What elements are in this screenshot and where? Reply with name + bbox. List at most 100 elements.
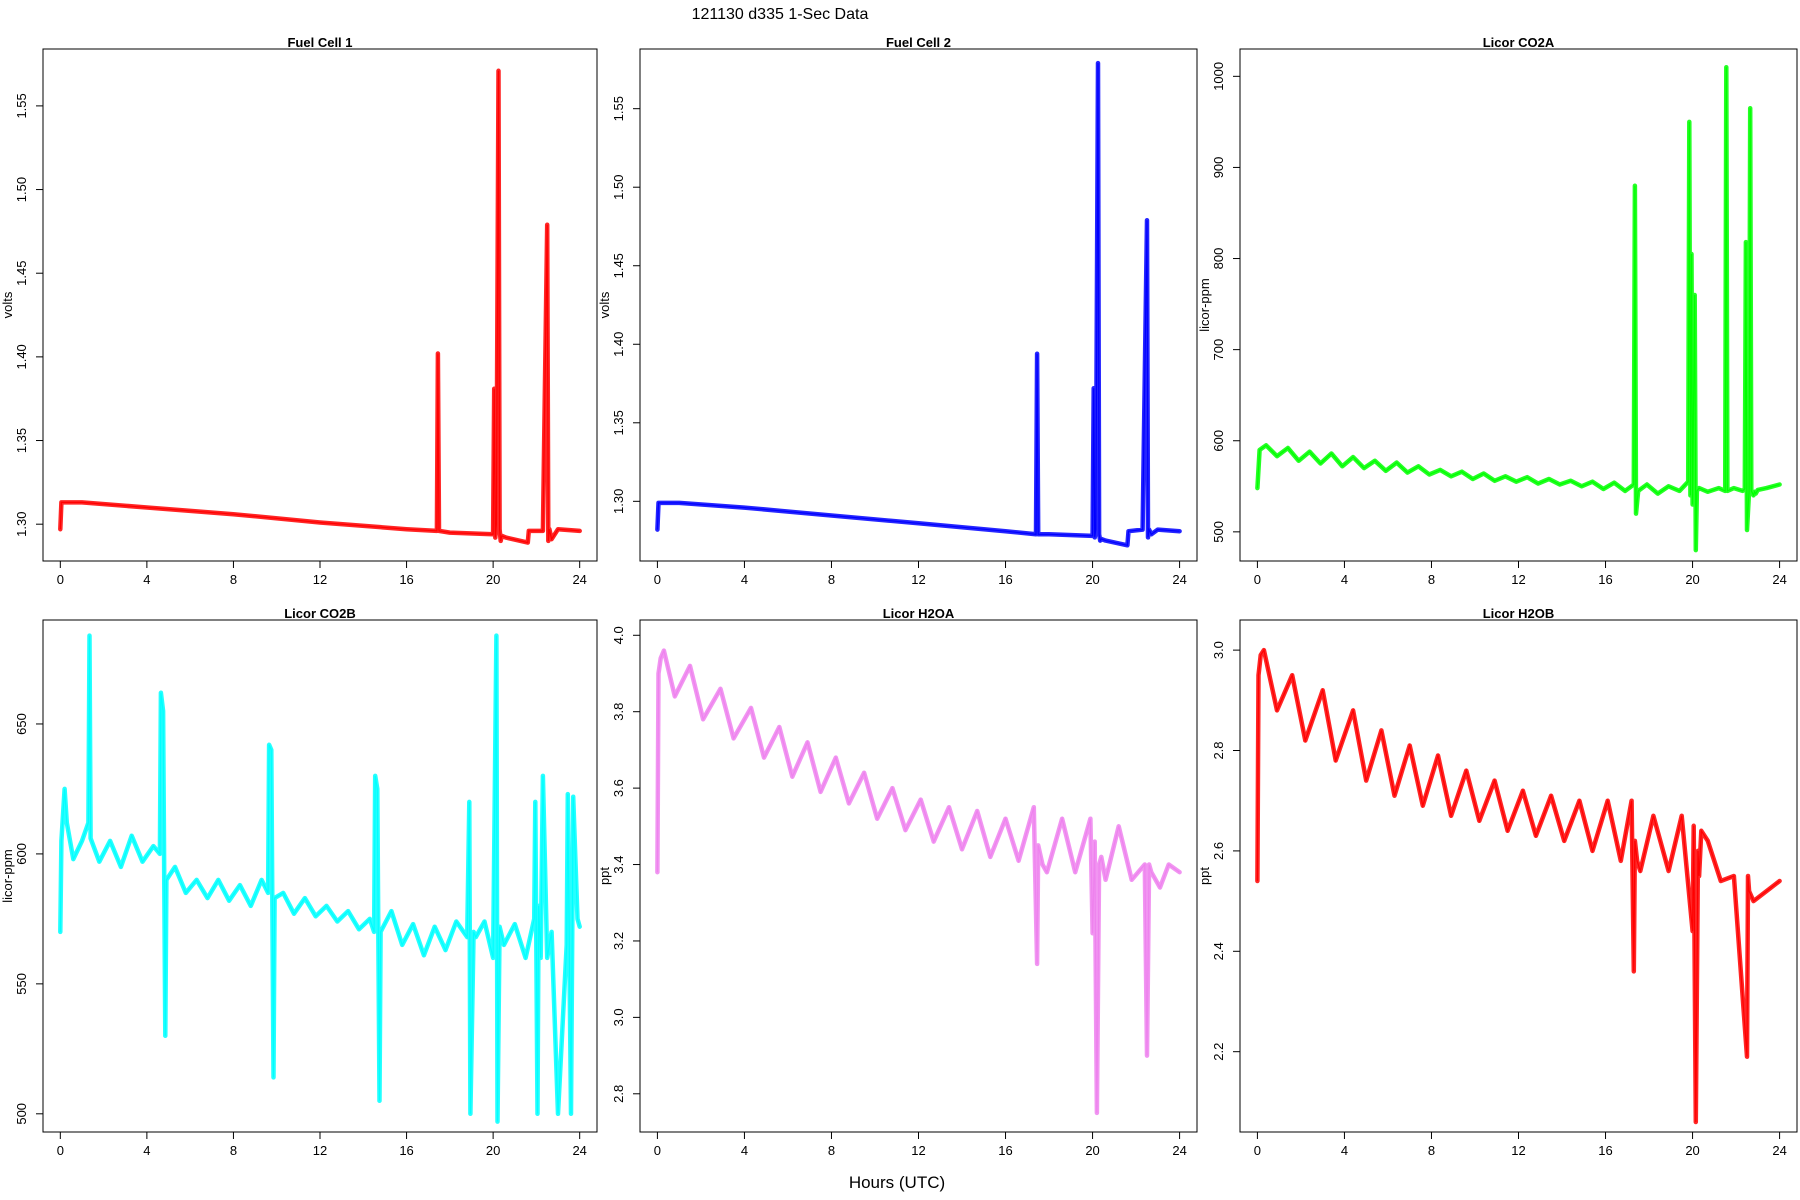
x-tick-label: 8 [1428,1143,1435,1158]
panel-title: Licor H2OB [1483,606,1555,621]
y-tick-label: 2.8 [1211,741,1226,759]
series-line [656,648,1180,1113]
x-tick-label: 12 [1511,572,1525,587]
y-tick-label: 500 [14,1103,29,1125]
y-tick-label: 900 [1211,157,1226,179]
x-tick-label: 0 [1254,1143,1261,1158]
y-tick-label: 550 [14,973,29,995]
y-tick-label: 2.6 [1211,842,1226,860]
series-line [656,63,1180,547]
y-tick-label: 1.45 [14,261,29,286]
y-tick-label: 3.4 [611,855,626,873]
x-tick-label: 24 [572,1143,586,1158]
panel-title: Fuel Cell 2 [886,35,951,50]
y-tick-label: 800 [1211,248,1226,270]
panel-title: Fuel Cell 1 [287,35,352,50]
panel-2: Fuel Cell 2 volts 0 4 8 12 16 20 24 1.30 1.35 1.40 1… [597,35,1198,587]
x-tick-label: 24 [1772,1143,1786,1158]
x-tick-label: 12 [313,1143,327,1158]
panel-3: Licor CO2A licor-ppm 0 4 8 12 16 20 24 500 600 700 8… [1197,35,1798,587]
plot-frame [639,48,1198,562]
x-tick-label: 24 [1172,1143,1186,1158]
x-axis-label: Hours (UTC) [849,1173,945,1192]
x-tick-label: 0 [1254,572,1261,587]
y-tick-label: 1.55 [14,93,29,118]
x-tick-label: 20 [1685,572,1699,587]
panel-title: Licor CO2B [284,606,356,621]
y-tick-label: 1.30 [14,512,29,537]
y-tick-label: 700 [1211,339,1226,361]
y-tick-label: 1.45 [611,253,626,278]
x-tick-label: 4 [741,572,748,587]
y-axis-label: volts [0,291,15,318]
x-tick-label: 24 [1172,572,1186,587]
series-band [655,60,1182,548]
x-tick-label: 20 [486,1143,500,1158]
y-tick-label: 3.0 [1211,641,1226,659]
y-axis-label: ppt [1197,867,1212,885]
x-tick-label: 20 [486,572,500,587]
series-line [1256,67,1780,551]
x-tick-label: 4 [741,1143,748,1158]
series-band [58,68,582,545]
x-tick-label: 4 [1341,1143,1348,1158]
x-tick-label: 0 [57,1143,64,1158]
panel-5: Licor H2OA ppt 0 4 8 12 16 20 24 2.8 3.0 3.2 3.4 3.6 3… [597,606,1198,1158]
y-tick-label: 1.55 [611,96,626,121]
x-tick-label: 0 [654,1143,661,1158]
y-tick-label: 500 [1211,521,1226,543]
x-tick-label: 16 [998,1143,1012,1158]
x-tick-label: 20 [1085,572,1099,587]
y-tick-label: 1.40 [14,344,29,369]
y-tick-label: 3.0 [611,1008,626,1026]
x-tick-label: 4 [143,572,150,587]
y-tick-label: 2.4 [1211,942,1226,960]
plot-frame [42,619,598,1133]
y-tick-label: 600 [1211,430,1226,452]
panel-4: Licor CO2B licor-ppm 0 4 8 12 16 20 24 500 550 600 6… [0,606,598,1158]
series-band [1255,647,1782,1125]
y-tick-label: 2.2 [1211,1043,1226,1061]
series-line [1256,648,1780,1123]
y-axis-label: volts [597,291,612,318]
y-tick-label: 650 [14,713,29,735]
panel-6: Licor H2OB ppt 0 4 8 12 16 20 24 2.2 2.4 2.6 2.8 3.0 [1197,606,1798,1158]
x-tick-label: 24 [1772,572,1786,587]
y-tick-label: 3.6 [611,779,626,797]
panel-title: Licor H2OA [883,606,955,621]
y-tick-label: 1000 [1211,62,1226,91]
plot-frame [1239,48,1798,562]
x-tick-label: 16 [998,572,1012,587]
x-tick-label: 16 [1598,1143,1612,1158]
series-band [655,648,1182,1116]
x-tick-label: 16 [1598,572,1612,587]
figure-title: 121130 d335 1-Sec Data [692,6,869,23]
x-tick-label: 12 [911,1143,925,1158]
x-tick-label: 4 [1341,572,1348,587]
y-tick-label: 1.40 [611,332,626,357]
series-line [59,635,581,1122]
x-tick-label: 20 [1085,1143,1099,1158]
y-axis-label: ppt [597,867,612,885]
x-tick-label: 20 [1685,1143,1699,1158]
x-tick-label: 8 [828,572,835,587]
x-tick-label: 12 [313,572,327,587]
panel-1: Fuel Cell 1 volts 0 4 8 12 16 20 24 1.30 1.35 1.40 1… [0,35,598,587]
x-tick-label: 12 [911,572,925,587]
x-tick-label: 16 [399,572,413,587]
x-tick-label: 4 [143,1143,150,1158]
series-band [1255,64,1782,553]
panels: Fuel Cell 1 volts 0 4 8 12 16 20 24 1.30 1.35 1.40 1… [0,35,1798,1158]
y-tick-label: 3.2 [611,932,626,950]
series-band [58,633,582,1124]
x-tick-label: 8 [1428,572,1435,587]
y-tick-label: 1.50 [14,177,29,202]
y-tick-label: 600 [14,843,29,865]
y-tick-label: 1.35 [14,428,29,453]
x-tick-label: 8 [828,1143,835,1158]
x-tick-label: 0 [654,572,661,587]
y-tick-label: 2.8 [611,1085,626,1103]
y-axis-label: licor-ppm [1197,278,1212,331]
x-tick-label: 12 [1511,1143,1525,1158]
